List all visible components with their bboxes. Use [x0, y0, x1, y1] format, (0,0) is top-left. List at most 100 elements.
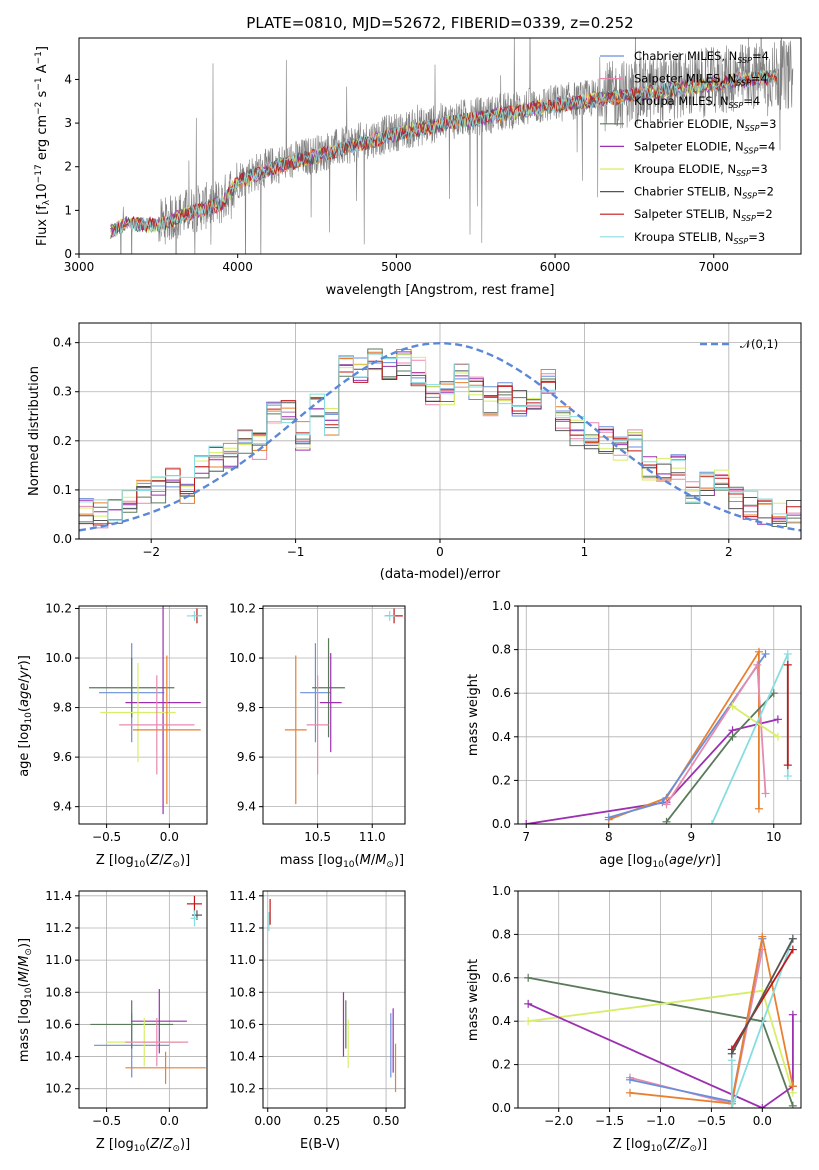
y-tick-label: 10.2: [229, 1082, 256, 1096]
legend-label: Kroupa ELODIE, NSSP=3: [634, 162, 768, 178]
errorbar-group: [89, 606, 202, 815]
grid-layer: [79, 323, 801, 1109]
y-tick-label: 0.0: [492, 1101, 511, 1115]
plot-frame: [78, 37, 802, 255]
x-tick-label: −0.5: [697, 1114, 726, 1128]
legend-label: Chabrier MILES, NSSP=4: [634, 49, 769, 65]
y-tick-label: 0.6: [492, 971, 511, 985]
p6-xlabel: Z [log10(Z/Z⊙)]: [96, 1137, 190, 1154]
x-tick-label: 0.00: [254, 1114, 281, 1128]
y-tick-label: 0.8: [492, 643, 511, 657]
y-tick-label: 0.4: [492, 730, 511, 744]
y-tick-label: 9.6: [237, 750, 256, 764]
x-tick-label: −1: [287, 545, 305, 559]
spectrum-xlabel: wavelength [Angstrom, rest frame]: [326, 283, 555, 298]
y-tick-label: 0.0: [492, 817, 511, 831]
weight-group: [522, 647, 792, 824]
legend-label: 𝒩(0,1): [740, 337, 778, 351]
plot-frame: [262, 605, 406, 825]
weight-group: [524, 932, 797, 1108]
y-tick-label: 9.8: [53, 701, 72, 715]
legend-label: Kroupa STELIB, NSSP=3: [634, 230, 765, 246]
y-tick-label: 0.6: [492, 686, 511, 700]
weight-line: [527, 1002, 794, 1108]
x-tick-label: 10: [766, 830, 781, 844]
y-tick-label: 10.0: [45, 651, 72, 665]
x-tick-label: −2: [142, 545, 160, 559]
legend-label: Salpeter ELODIE, NSSP=4: [634, 139, 775, 155]
errorbar-group: [90, 895, 206, 1084]
weight-line: [526, 718, 779, 824]
y-tick-label: 10.2: [45, 601, 72, 615]
y-tick-label: 1: [64, 203, 72, 217]
y-tick-label: 10.6: [45, 1017, 72, 1031]
y-tick-label: 2: [64, 160, 72, 174]
x-tick-label: 11.0: [359, 830, 386, 844]
x-tick-label: −1.0: [646, 1114, 675, 1128]
errorbar-group: [268, 899, 397, 1092]
plot-frame: [78, 605, 208, 825]
y-tick-label: 9.6: [53, 750, 72, 764]
x-tick-label: 8: [605, 830, 613, 844]
p4-xlabel: mass [log10(M/M⊙)]: [280, 853, 404, 870]
hist-xlabel: (data-model)/error: [380, 567, 501, 582]
x-tick-label: 0.0: [753, 1114, 772, 1128]
y-tick-label: 11.2: [45, 921, 72, 935]
y-tick-label: 11.0: [229, 953, 256, 967]
y-tick-label: 9.4: [53, 800, 72, 814]
x-tick-label: 6000: [540, 260, 571, 274]
x-tick-label: 10.5: [304, 830, 331, 844]
p7-xlabel: E(B-V): [300, 1137, 340, 1152]
y-tick-label: 11.0: [45, 953, 72, 967]
y-tick-label: 10.0: [229, 651, 256, 665]
errorbar-group: [284, 608, 403, 805]
y-tick-label: 0.4: [492, 1014, 511, 1028]
x-tick-label: 0.0: [160, 830, 179, 844]
y-tick-label: 11.2: [229, 921, 256, 935]
weight-line: [730, 938, 794, 1108]
p8-xlabel: Z [log10(Z/Z⊙)]: [613, 1137, 707, 1154]
y-tick-label: 0.0: [53, 532, 72, 546]
p5-ylabel: mass weight: [466, 674, 481, 756]
y-tick-label: 3: [64, 116, 72, 130]
y-tick-label: 10.4: [229, 1050, 256, 1064]
weight-line: [608, 648, 760, 821]
x-tick-label: 7000: [698, 260, 729, 274]
x-tick-label: 1: [581, 545, 589, 559]
weight-line: [629, 936, 794, 1105]
x-tick-label: 0.0: [160, 1114, 179, 1128]
y-tick-label: 0.1: [53, 483, 72, 497]
x-tick-label: −0.5: [92, 1114, 121, 1128]
y-tick-label: 0.2: [492, 773, 511, 787]
y-tick-label: 10.4: [45, 1050, 72, 1064]
y-tick-label: 9.4: [237, 800, 256, 814]
y-tick-label: 0.4: [53, 336, 72, 350]
hist-group: [79, 341, 801, 539]
p5-xlabel: age [log10(age/yr)]: [599, 853, 721, 870]
spectrum-title: PLATE=0810, MJD=52672, FIBERID=0339, z=0…: [246, 14, 633, 32]
y-tick-label: 10.6: [229, 1017, 256, 1031]
y-tick-label: 10.8: [229, 985, 256, 999]
x-tick-label: −2.0: [544, 1114, 573, 1128]
y-tick-label: 1.0: [492, 884, 511, 898]
x-tick-label: −0.5: [92, 830, 121, 844]
y-tick-label: 10.2: [45, 1082, 72, 1096]
spectrum-ylabel: Flux [fλ10−17 erg cm−2 s−1 A−1]: [34, 46, 52, 246]
legend-label: Chabrier STELIB, NSSP=2: [634, 185, 774, 201]
plot-frame: [517, 890, 802, 1109]
plot-frame: [517, 605, 802, 825]
x-tick-label: 4000: [222, 260, 253, 274]
weight-line: [711, 653, 789, 824]
y-tick-label: 9.8: [237, 701, 256, 715]
plot-frame: [78, 890, 208, 1109]
weight-line: [731, 705, 779, 738]
x-tick-label: 2: [725, 545, 733, 559]
y-tick-label: 10.2: [229, 601, 256, 615]
y-tick-label: 11.4: [229, 889, 256, 903]
x-tick-label: −1.5: [595, 1114, 624, 1128]
histogram-line: [79, 353, 801, 539]
x-tick-label: 9: [687, 830, 695, 844]
y-tick-label: 11.4: [45, 889, 72, 903]
data-layer: [79, 38, 801, 1108]
